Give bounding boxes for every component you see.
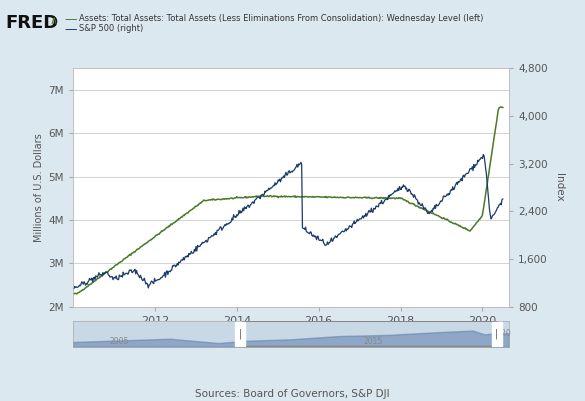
Text: '20: '20 xyxy=(500,329,511,338)
Text: Sources: Board of Governors, S&P DJI: Sources: Board of Governors, S&P DJI xyxy=(195,389,390,399)
Text: ∧: ∧ xyxy=(50,16,58,26)
Y-axis label: Millions of U.S. Dollars: Millions of U.S. Dollars xyxy=(35,133,44,242)
Text: S&P 500 (right): S&P 500 (right) xyxy=(79,24,143,33)
Text: |: | xyxy=(239,328,242,339)
Text: 2015: 2015 xyxy=(364,337,383,346)
Text: —: — xyxy=(64,23,77,36)
Bar xyxy=(235,322,245,346)
Bar xyxy=(492,322,502,346)
Text: 2005: 2005 xyxy=(109,337,129,346)
Text: FRED: FRED xyxy=(6,14,59,32)
Text: —: — xyxy=(64,13,77,26)
Text: |: | xyxy=(495,328,498,339)
Text: Assets: Total Assets: Total Assets (Less Eliminations From Consolidation): Wedne: Assets: Total Assets: Total Assets (Less… xyxy=(79,14,483,23)
Y-axis label: Index: Index xyxy=(554,173,565,202)
